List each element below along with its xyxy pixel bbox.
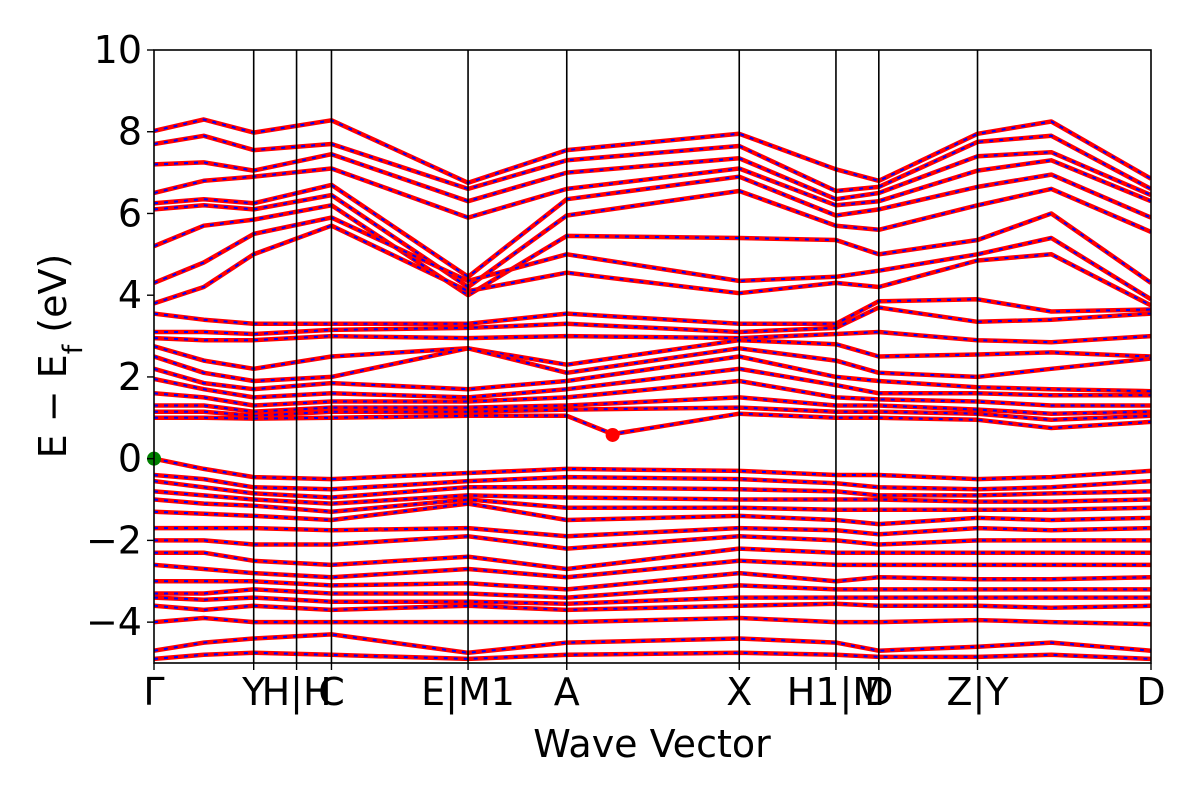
x-axis-label: Wave Vector (533, 722, 771, 766)
band-line-red-6 (154, 203, 1151, 298)
band-line-blue-35 (154, 633, 1151, 654)
band-line-blue-36 (154, 651, 1151, 660)
bands-layer (154, 117, 1151, 662)
band-line-blue-30 (154, 572, 1151, 591)
y-axis-label-unit: (eV) (31, 254, 75, 345)
high-symmetry-lines (252, 50, 979, 663)
band-line-red-35 (154, 632, 1151, 656)
band-edge-markers (147, 427, 620, 466)
x-tick-label-9: Z|Y (946, 670, 1009, 715)
y-tick-label-1: −2 (86, 518, 142, 562)
y-tick-label-4: 4 (118, 273, 142, 317)
y-tick-label-7: 10 (94, 28, 142, 72)
y-tick-label-5: 6 (118, 191, 142, 235)
x-tick-label-0: Γ (143, 670, 164, 714)
x-tick-label-3: C (318, 670, 345, 714)
y-axis-label-main: E − E (31, 354, 75, 458)
band-line-blue-27 (154, 535, 1151, 550)
band-line-blue-12 (154, 339, 1151, 370)
band-line-blue-18 (154, 406, 1151, 421)
x-tick-label-8: D (864, 670, 893, 714)
band-line-blue-5 (154, 187, 1151, 289)
x-tick-label-7: H1|M (787, 670, 885, 715)
x-axis-ticks: Γ YH|HC E|M1 A X H1|MD Z|Y D (143, 663, 1166, 715)
band-line-blue-21 (154, 474, 1151, 491)
band-line-blue-29 (154, 559, 1151, 579)
band-line-blue-11 (154, 330, 1151, 344)
band-line-blue-23 (154, 490, 1151, 505)
y-axis-ticks: −4 −2 0 2 4 6 8 10 (86, 28, 154, 644)
band-line-blue-16 (154, 379, 1151, 407)
band-line-blue-33 (154, 602, 1151, 611)
band-line-red-27 (154, 534, 1151, 551)
band-line-blue-15 (154, 367, 1151, 399)
band-line-red-26 (154, 525, 1151, 539)
band-line-blue-17 (154, 396, 1151, 415)
band-line-red-34 (154, 615, 1151, 627)
y-tick-label-2: 0 (118, 437, 142, 481)
x-tick-label-2: H|H (262, 670, 332, 715)
band-line-blue-0 (154, 118, 1151, 184)
band-line-blue-25 (154, 502, 1151, 526)
band-line-blue-32 (154, 596, 1151, 605)
y-tick-label-6: 8 (118, 110, 142, 154)
band-line-blue-7 (154, 216, 1151, 301)
x-tick-label-4: E|M1 (421, 670, 515, 715)
band-line-blue-31 (154, 584, 1151, 599)
band-line-red-32 (154, 595, 1151, 606)
x-tick-label-5: A (554, 670, 580, 714)
band-line-blue-3 (154, 159, 1151, 219)
band-line-blue-24 (154, 498, 1151, 513)
band-line-blue-20 (154, 457, 1151, 481)
band-line-blue-22 (154, 480, 1151, 499)
band-line-blue-8 (154, 224, 1151, 307)
band-line-blue-9 (154, 298, 1151, 325)
band-line-red-33 (154, 601, 1151, 613)
y-axis-label-subscript: f (58, 343, 89, 354)
band-line-blue-1 (154, 134, 1151, 193)
y-tick-label-3: 2 (118, 355, 142, 399)
band-line-blue-4 (154, 173, 1151, 279)
y-tick-label-0: −4 (86, 600, 142, 644)
band-line-blue-26 (154, 527, 1151, 538)
x-tick-label-1: Y (241, 670, 266, 714)
band-line-blue-10 (154, 306, 1151, 336)
band-line-blue-2 (154, 151, 1151, 203)
band-line-blue-14 (154, 355, 1151, 393)
y-axis-label: E − Ef (eV) (31, 254, 89, 459)
band-line-red-12 (154, 337, 1151, 372)
x-tick-label-10: D (1136, 670, 1165, 714)
cbm-marker (605, 427, 620, 442)
plot-frame (153, 49, 1152, 664)
band-line-blue-28 (154, 547, 1151, 571)
band-line-red-13 (154, 346, 1151, 384)
band-line-red-36 (154, 650, 1151, 662)
band-line-blue-34 (154, 616, 1151, 626)
x-tick-label-6: X (726, 670, 752, 714)
